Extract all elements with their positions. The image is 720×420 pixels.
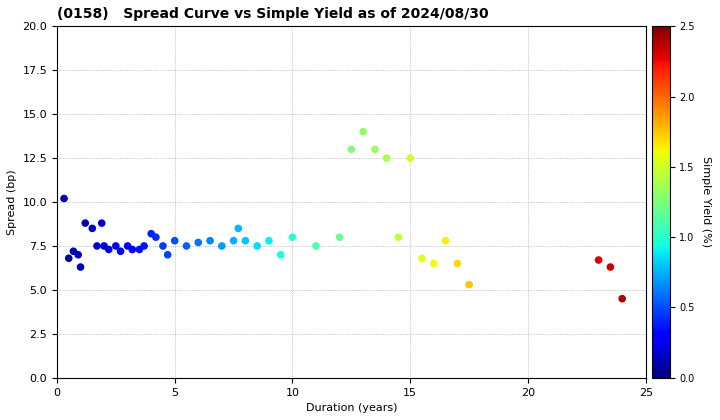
Point: [150, 234, 162, 241]
Point: [134, 246, 145, 253]
Point: [228, 237, 239, 244]
Point: [162, 252, 174, 258]
Point: [96, 220, 107, 226]
Point: [605, 264, 616, 270]
Point: [310, 243, 322, 249]
Point: [86, 225, 98, 232]
Point: [264, 237, 275, 244]
Point: [346, 146, 357, 152]
Point: [287, 234, 298, 241]
Point: [145, 230, 157, 237]
Y-axis label: Spread (bp): Spread (bp): [7, 169, 17, 235]
Point: [428, 260, 439, 267]
Point: [357, 129, 369, 135]
Point: [63, 255, 74, 262]
Point: [73, 252, 84, 258]
Point: [251, 243, 263, 249]
Point: [91, 243, 103, 249]
Y-axis label: Simple Yield (%): Simple Yield (%): [701, 157, 711, 248]
Point: [464, 281, 475, 288]
Point: [275, 252, 287, 258]
Point: [58, 195, 70, 202]
Point: [75, 264, 86, 270]
X-axis label: Duration (years): Duration (years): [305, 403, 397, 413]
Point: [381, 155, 392, 161]
Point: [122, 243, 133, 249]
Point: [616, 295, 628, 302]
Point: [405, 155, 416, 161]
Point: [440, 237, 451, 244]
Point: [369, 146, 381, 152]
Point: [157, 243, 168, 249]
Point: [233, 225, 244, 232]
Point: [204, 237, 216, 244]
Point: [392, 234, 404, 241]
Point: [416, 255, 428, 262]
Point: [240, 237, 251, 244]
Point: [127, 246, 138, 253]
Point: [169, 237, 181, 244]
Point: [110, 243, 122, 249]
Point: [114, 248, 126, 255]
Point: [99, 243, 110, 249]
Text: (0158)   Spread Curve vs Simple Yield as of 2024/08/30: (0158) Spread Curve vs Simple Yield as o…: [57, 7, 489, 21]
Point: [593, 257, 604, 263]
Point: [138, 243, 150, 249]
Point: [216, 243, 228, 249]
Point: [192, 239, 204, 246]
Point: [451, 260, 463, 267]
Point: [68, 248, 79, 255]
Point: [181, 243, 192, 249]
Point: [334, 234, 346, 241]
Point: [79, 220, 91, 226]
Point: [103, 246, 114, 253]
